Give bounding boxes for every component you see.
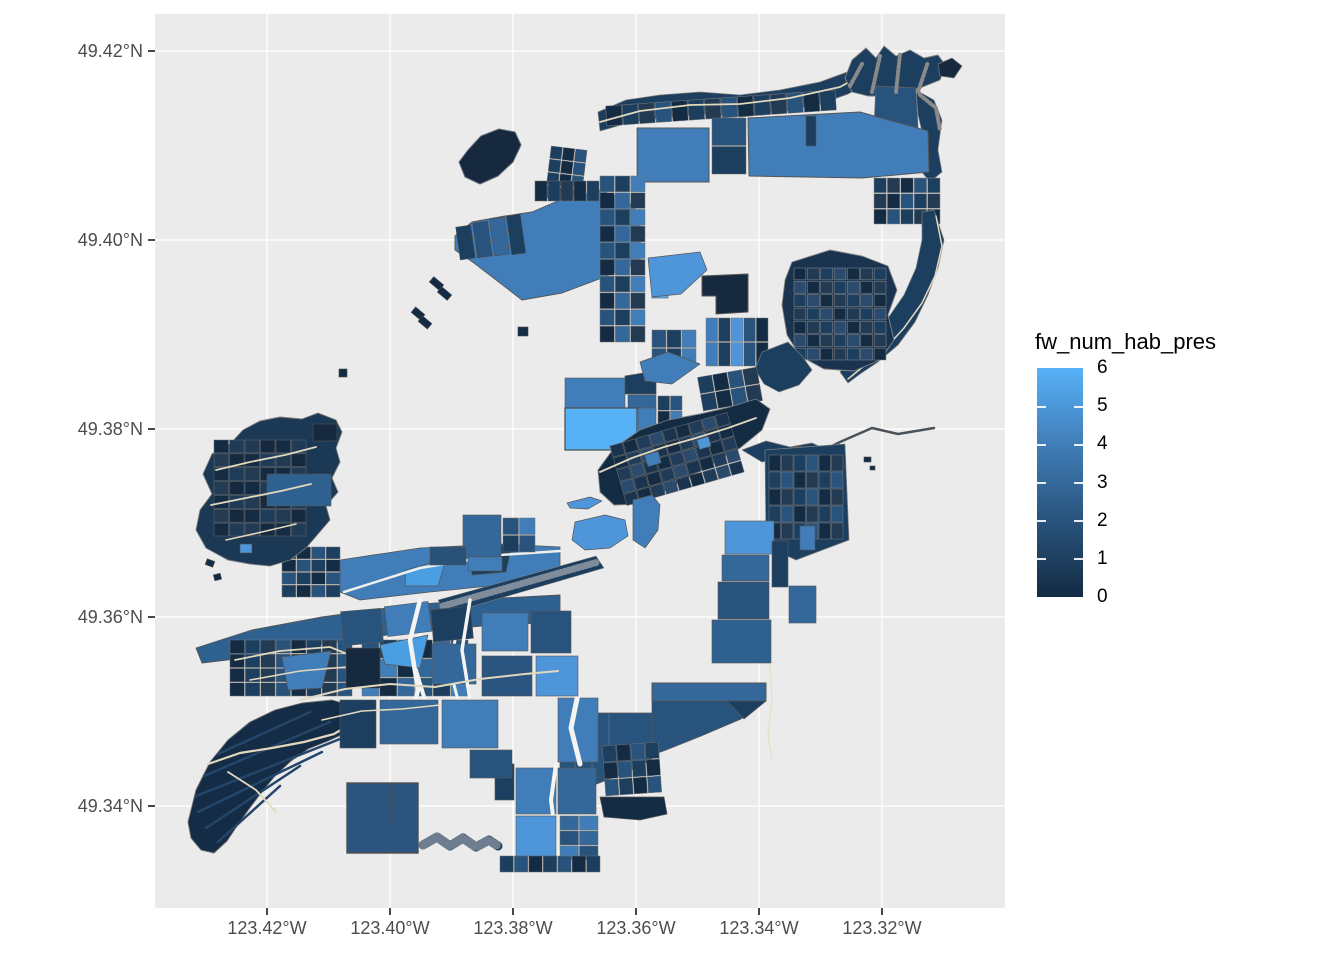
legend-tick	[1037, 558, 1046, 561]
x-axis-tick-label: 123.32°W	[842, 918, 922, 938]
legend-label: 1	[1097, 548, 1108, 569]
y-axis-tick-label: 49.36°N	[77, 607, 143, 627]
legend-label: 2	[1097, 510, 1108, 531]
legend-label: 4	[1097, 433, 1108, 454]
legend-colorbar	[1037, 368, 1083, 597]
x-axis-tick-label: 123.42°W	[227, 918, 307, 938]
x-axis-tick-label: 123.40°W	[350, 918, 430, 938]
parcel-layer	[187, 45, 963, 873]
y-axis-tick-label: 49.38°N	[77, 419, 143, 439]
legend-tick	[1037, 406, 1046, 409]
legend-tick	[1037, 482, 1046, 485]
legend-label: 5	[1097, 395, 1108, 416]
x-axis-tick-label: 123.34°W	[719, 918, 799, 938]
legend-label: 0	[1097, 586, 1108, 607]
x-axis-tick-label: 123.38°W	[473, 918, 553, 938]
legend-tick	[1074, 520, 1083, 523]
y-axis-tick-label: 49.40°N	[77, 230, 143, 250]
legend-tick	[1074, 444, 1083, 447]
legend-label: 3	[1097, 472, 1108, 493]
y-axis-tick-label: 49.34°N	[77, 796, 143, 816]
legend-title: fw_num_hab_pres	[1035, 329, 1217, 354]
legend-tick	[1037, 444, 1046, 447]
x-axis-tick-label: 123.36°W	[596, 918, 676, 938]
legend-tick	[1074, 558, 1083, 561]
legend-label: 6	[1097, 357, 1108, 378]
legend-tick	[1074, 406, 1083, 409]
legend-tick	[1074, 482, 1083, 485]
legend-tick	[1037, 520, 1046, 523]
y-axis-tick-label: 49.42°N	[77, 41, 143, 61]
axis-ticks	[148, 50, 883, 915]
